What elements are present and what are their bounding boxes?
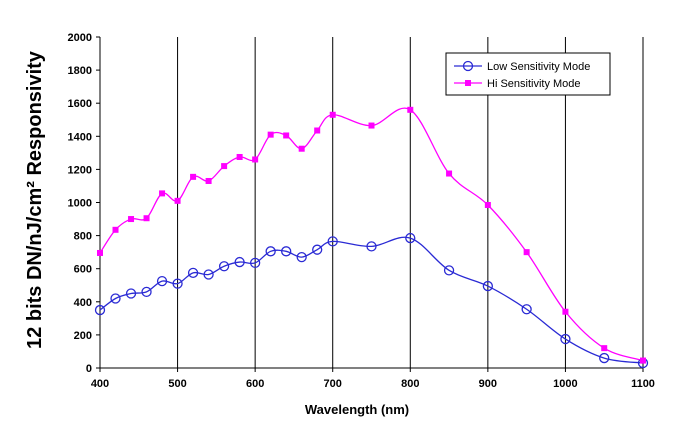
- hi-sensitivity-point-620: [267, 131, 274, 138]
- y-tick-label-600: 600: [74, 264, 92, 276]
- x-axis-title: Wavelength (nm): [305, 402, 409, 417]
- hi-sensitivity-point-660: [298, 145, 305, 152]
- y-tick-label-400: 400: [74, 297, 92, 309]
- low-sensitivity-point-600: [249, 257, 261, 269]
- low-sensitivity-point-400: [94, 304, 106, 316]
- legend-label-hi-sensitivity: Hi Sensitivity Mode: [487, 78, 581, 90]
- hi-sensitivity-point-680: [314, 127, 321, 134]
- hi-sensitivity-point-750: [368, 122, 375, 129]
- low-sensitivity-point-580: [234, 256, 245, 268]
- hi-sensitivity-point-1050: [601, 345, 608, 352]
- x-tick-label-900: 900: [479, 378, 497, 390]
- hi-sensitivity-point-520: [190, 173, 197, 180]
- y-tick-label-0: 0: [86, 363, 92, 375]
- low-sensitivity-point-420: [110, 293, 121, 304]
- hi-sensitivity-point-600: [252, 156, 259, 163]
- legend: Low Sensitivity Mode Hi Sensitivity Mode: [445, 52, 611, 96]
- hi-sensitivity-point-420: [112, 226, 119, 233]
- low-sensitivity-point-850: [443, 265, 455, 276]
- hi-sensitivity-point-850: [446, 170, 453, 177]
- low-sensitivity-point-1000: [560, 333, 571, 345]
- low-sensitivity-point-440: [125, 288, 137, 299]
- legend-marker-low-sensitivity: [462, 60, 474, 72]
- series-layer: [94, 106, 649, 369]
- low-sensitivity-point-680: [312, 244, 323, 255]
- low-sensitivity-point-700: [327, 236, 338, 247]
- legend-label-low-sensitivity: Low Sensitivity Mode: [487, 61, 590, 73]
- low-sensitivity-point-560: [218, 261, 230, 272]
- hi-sensitivity-point-480: [159, 190, 166, 197]
- low-sensitivity-point-660: [296, 251, 307, 263]
- hi-sensitivity-point-440: [128, 216, 135, 223]
- low-sensitivity-point-750: [366, 241, 377, 252]
- axes-layer: [96, 36, 644, 372]
- low-sensitivity-line: [99, 236, 644, 364]
- hi-sensitivity-line: [99, 107, 644, 362]
- low-sensitivity-point-520: [187, 267, 199, 278]
- hi-sensitivity-point-500: [174, 197, 181, 204]
- low-sensitivity-point-480: [156, 275, 168, 287]
- hi-sensitivity-point-460: [143, 215, 150, 222]
- low-sensitivity-point-800: [405, 232, 416, 244]
- low-sensitivity-point-640: [281, 246, 292, 257]
- hi-sensitivity-point-1000: [562, 308, 569, 315]
- hi-sensitivity-point-900: [484, 201, 491, 208]
- x-tick-label-1000: 1000: [553, 378, 577, 390]
- x-tick-label-600: 600: [246, 378, 264, 390]
- hi-sensitivity-point-800: [407, 106, 414, 113]
- y-tick-label-1000: 1000: [68, 198, 92, 210]
- low-sensitivity-point-620: [265, 246, 276, 257]
- y-axis-title: 12 bits DN/nJ/cm² Responsivity: [24, 50, 46, 349]
- y-tick-label-1800: 1800: [68, 65, 92, 77]
- low-sensitivity-point-460: [141, 286, 152, 298]
- hi-sensitivity-point-640: [283, 132, 290, 139]
- legend-marker-hi-sensitivity: [465, 80, 471, 86]
- x-tick-label-500: 500: [168, 378, 186, 390]
- x-tick-label-1100: 1100: [631, 378, 655, 390]
- low-sensitivity-point-900: [482, 280, 494, 292]
- hi-sensitivity-point-700: [329, 111, 336, 118]
- legend-box: [445, 52, 611, 96]
- y-tick-label-1600: 1600: [68, 98, 92, 110]
- low-sensitivity-point-1050: [599, 352, 610, 364]
- y-tick-label-200: 200: [74, 330, 92, 342]
- y-tick-label-800: 800: [74, 231, 92, 243]
- series-hi-sensitivity: [97, 106, 646, 364]
- low-sensitivity-point-950: [521, 304, 532, 315]
- y-tick-label-1200: 1200: [68, 164, 92, 176]
- x-tick-label-800: 800: [401, 378, 419, 390]
- hi-sensitivity-point-400: [97, 249, 103, 256]
- low-sensitivity-point-500: [172, 278, 183, 289]
- y-tick-label-2000: 2000: [68, 32, 92, 44]
- hi-sensitivity-point-540: [205, 177, 212, 184]
- series-low-sensitivity: [94, 232, 649, 369]
- hi-sensitivity-point-560: [221, 163, 228, 170]
- low-sensitivity-point-540: [203, 269, 214, 280]
- hi-sensitivity-point-1100: [640, 357, 646, 364]
- hi-sensitivity-point-950: [523, 249, 530, 256]
- x-tick-label-700: 700: [324, 378, 342, 390]
- tick-labels: 0 200 400 600 800 1000 1200 1400 1600 1800 2000 400…: [68, 32, 655, 390]
- y-tick-label-1400: 1400: [68, 131, 92, 143]
- hi-sensitivity-point-580: [236, 153, 243, 160]
- x-tick-label-400: 400: [91, 378, 109, 390]
